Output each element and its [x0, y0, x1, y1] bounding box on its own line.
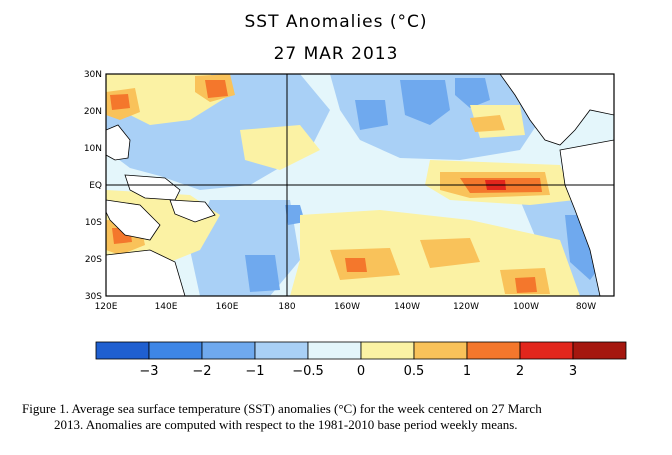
map-date: 27 MAR 2013	[273, 44, 399, 64]
lon-label: 160W	[334, 302, 360, 312]
lon-label: 120W	[453, 302, 479, 312]
figure-caption: Figure 1. Average sea surface temperatur…	[22, 401, 642, 433]
anomaly-field	[106, 74, 614, 296]
lat-label: 10N	[84, 144, 102, 154]
colorbar-swatch	[519, 341, 574, 360]
sst-anomaly-map: 30N 20N 10N EQ 10S 20S 30S 120E 140E 160…	[84, 70, 627, 379]
colorbar-swatch	[572, 341, 627, 360]
colorbar-swatch	[307, 341, 362, 360]
colorbar-label: 0	[357, 364, 365, 379]
lon-label: 140E	[155, 302, 178, 312]
colorbar-swatch	[466, 341, 521, 360]
colorbar-label: 0.5	[404, 364, 425, 379]
colorbar-label: 3	[569, 364, 577, 379]
map-title: SST Anomalies (°C)	[244, 12, 428, 32]
latitude-axis: 30N 20N 10N EQ 10S 20S 30S	[84, 70, 102, 302]
colorbar-label: −3	[139, 364, 158, 379]
lon-label: 140W	[394, 302, 420, 312]
lon-label: 100W	[513, 302, 539, 312]
colorbar-swatch	[148, 341, 203, 360]
lat-label: 10S	[85, 218, 102, 228]
colorbar-swatch	[201, 341, 256, 360]
colorbar-label: −0.5	[292, 364, 324, 379]
colorbar-swatch	[360, 341, 415, 360]
longitude-axis: 120E 140E 160E 180 160W 140W 120W 100W 8…	[95, 302, 597, 312]
colorbar: −3 −2 −1 −0.5 0 0.5 1 2 3	[95, 341, 627, 379]
lat-label: 20N	[84, 107, 102, 117]
caption-line-1: Figure 1. Average sea surface temperatur…	[22, 401, 542, 416]
colorbar-swatch	[254, 341, 309, 360]
colorbar-label: 1	[463, 364, 471, 379]
lon-label: 160E	[216, 302, 239, 312]
lon-label: 80W	[576, 302, 596, 312]
colorbar-label: 2	[516, 364, 524, 379]
lon-label: 120E	[95, 302, 118, 312]
lat-label: 30S	[85, 292, 102, 302]
colorbar-swatch	[95, 341, 150, 360]
colorbar-label: −1	[245, 364, 264, 379]
caption-line-2: 2013. Anomalies are computed with respec…	[54, 417, 518, 432]
colorbar-swatch	[413, 341, 468, 360]
lat-label: EQ	[89, 181, 102, 191]
lat-label: 20S	[85, 255, 102, 265]
lat-label: 30N	[84, 70, 102, 80]
lon-label: 180	[278, 302, 295, 312]
colorbar-label: −2	[192, 364, 211, 379]
